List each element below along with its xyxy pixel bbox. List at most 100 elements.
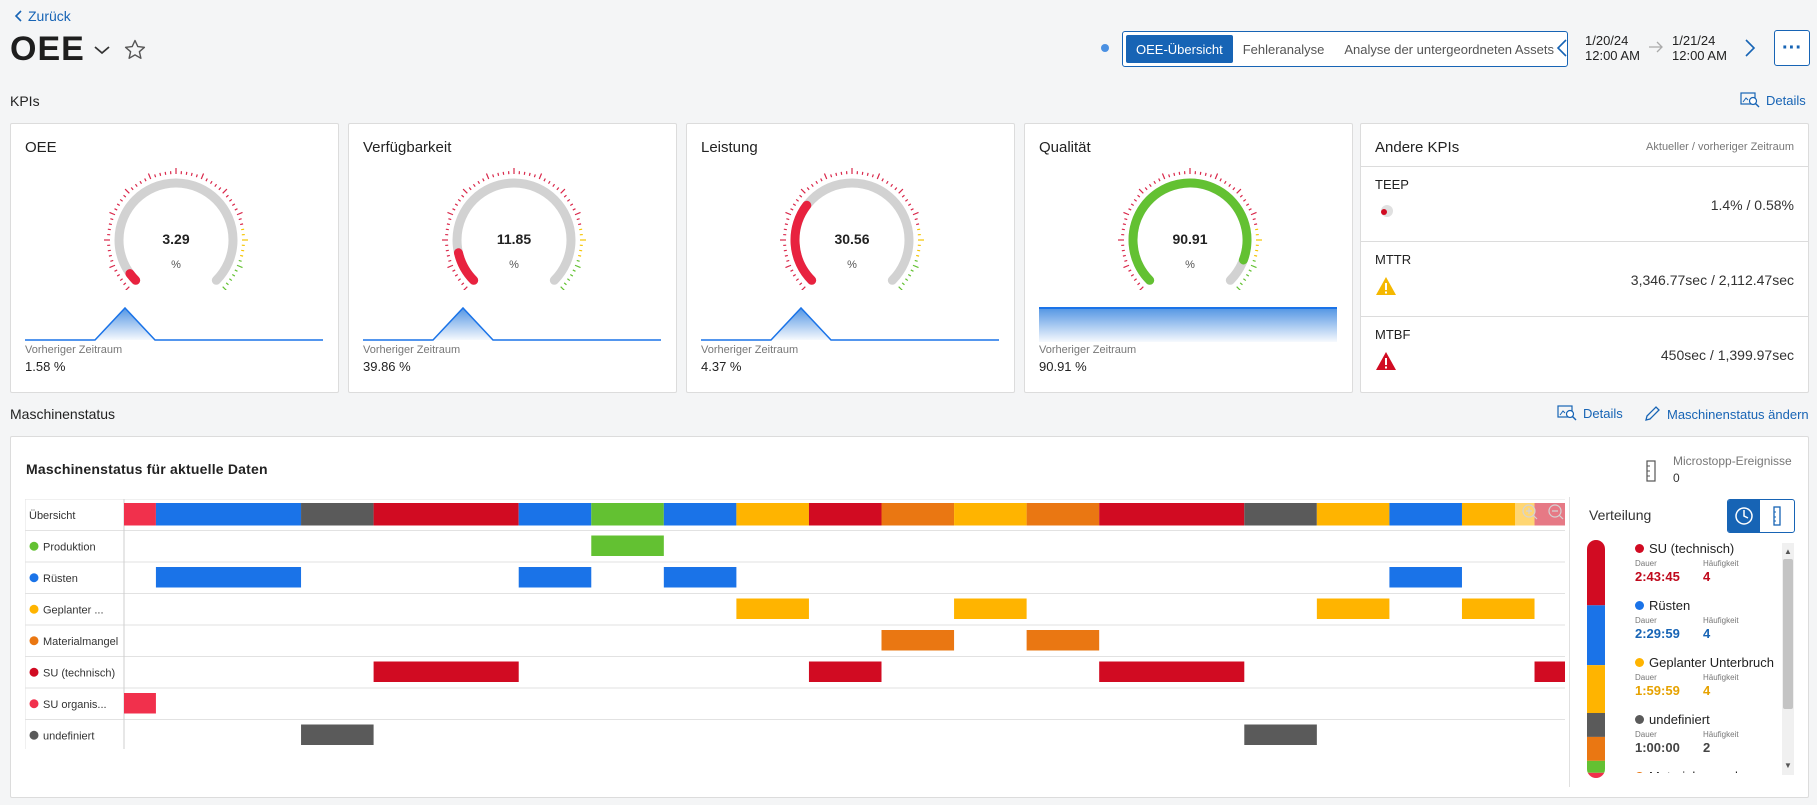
next-period-icon[interactable] [1744, 39, 1756, 57]
date-to[interactable]: 1/21/24 12:00 AM [1672, 33, 1727, 63]
legend-dot [1635, 601, 1644, 610]
kpi-card-leistung[interactable]: Leistung 30.56%0100 Vorheriger Zeitraum … [686, 123, 1015, 393]
kpi-details-label: Details [1766, 92, 1806, 108]
gauge-tick [901, 282, 905, 286]
gauge-tick [209, 180, 213, 185]
distribution-segment [1587, 736, 1605, 761]
distribution-count: 4 [1703, 626, 1711, 641]
gauge-tick [1148, 183, 1152, 187]
prev-period-value: 90.91 % [1039, 359, 1087, 374]
zoom-in-icon [1522, 504, 1538, 520]
gauge-tick [795, 278, 799, 282]
machine-status-details-link[interactable]: Details [1557, 405, 1623, 421]
gauge-tick [905, 278, 909, 282]
gauge-tick [910, 269, 914, 272]
distribution-segment [1587, 712, 1605, 737]
gauge-tick [1161, 173, 1166, 180]
timeline-row-label: Produktion [29, 541, 96, 553]
gauge-tick [1133, 198, 1137, 202]
zoom-out-icon [1548, 504, 1564, 520]
distribution-item-name: Materialmangel [1649, 769, 1738, 773]
chevron-down-icon[interactable] [93, 44, 111, 56]
distribution-item[interactable]: Geplanter Unterbruch Dauer Häufigkeit 1:59… [1635, 655, 1805, 698]
gauge-tick [823, 173, 828, 180]
back-link[interactable]: Zurück [14, 8, 71, 24]
distribution-item-name: Geplanter Unterbruch [1649, 655, 1775, 670]
gauge-tick [785, 211, 792, 216]
kpi-gauge: 30.56% 0 100 [780, 168, 924, 290]
distribution-segment [1587, 605, 1605, 666]
gauge-tick [907, 203, 912, 207]
state-segment [1316, 598, 1390, 619]
gauge-value: 90.91 [1172, 231, 1207, 247]
gauge-tick [477, 180, 481, 185]
gauge-tick [485, 173, 490, 180]
gauge-tick [452, 208, 456, 211]
gauge-tick [898, 188, 904, 194]
date-from[interactable]: 1/20/24 12:00 AM [1585, 33, 1640, 63]
gauge-tick [1245, 273, 1250, 277]
timeline-chart[interactable]: Übersicht Produktion Rüsten Geplanter ... Ma… [25, 499, 1580, 749]
timeline-row-label: Rüsten [29, 573, 78, 585]
overview-segment [373, 503, 519, 526]
distribution-segment [1587, 540, 1605, 606]
gauge-tick [799, 282, 803, 286]
legend-dot [29, 541, 39, 551]
gauge-tick [830, 174, 833, 178]
gauge-tick [835, 172, 838, 176]
tab-fehleranalyse[interactable]: Fehleranalyse [1242, 41, 1325, 57]
kpi-row-teep: TEEP 1.4% / 0.58% [1361, 166, 1808, 241]
distribution-item[interactable]: Rüsten Dauer Häufigkeit 2:29:59 4 [1635, 598, 1805, 641]
state-segment [591, 535, 664, 556]
gauge-tick [1133, 278, 1137, 282]
kpi-card-oee[interactable]: OEE 3.29% 0 100 Vorheriger Zeitraum 1.58 % [10, 123, 339, 393]
gauge-tick [114, 269, 118, 272]
gauge-tick [1239, 194, 1243, 198]
tab-oee-uebersicht[interactable]: OEE-Übersicht [1126, 35, 1233, 63]
gauge-track [452, 178, 576, 285]
gauge-tick [448, 218, 452, 221]
gauge-tick [134, 183, 138, 187]
row-label-text: Übersicht [29, 510, 75, 522]
gauge-tick [109, 211, 116, 216]
trend-area [433, 308, 493, 340]
gauge-tick [574, 264, 581, 269]
kpi-details-link[interactable]: Details [1740, 92, 1806, 108]
kpi-card-verf-gbarkeit[interactable]: Verfügbarkeit 11.85% 0 100 Vorheriger Zeit… [348, 123, 677, 393]
distribution-item[interactable]: SU (technisch) Dauer Häufigkeit 2:43:45 4 [1635, 541, 1805, 584]
gauge-tick [110, 218, 114, 221]
change-machine-status-link[interactable]: Maschinenstatus ändern [1643, 405, 1809, 423]
scrollbar-thumb[interactable] [1783, 559, 1793, 709]
kpi-card-qualit-t[interactable]: Qualität 90.91%0100 Vorheriger Zeitraum … [1024, 123, 1353, 393]
state-segment [124, 693, 156, 714]
distribution-item[interactable]: Materialmangel [1635, 769, 1805, 773]
gauge-tick [446, 223, 450, 226]
gauge-unit: % [847, 259, 857, 271]
gauge-tick [786, 218, 790, 221]
tab-asset-analyse[interactable]: Analyse der untergeordneten Assets [1344, 41, 1554, 57]
prev-period-icon[interactable] [1556, 39, 1568, 57]
scroll-down-icon[interactable]: ▼ [1784, 761, 1792, 770]
pencil-icon [1645, 406, 1660, 421]
star-icon[interactable] [123, 38, 147, 62]
distribution-item[interactable]: undefiniert Dauer Häufigkeit 1:00:00 2 [1635, 712, 1805, 755]
gauge-tick [800, 188, 806, 194]
gauge-value: 30.56 [834, 231, 869, 247]
gauge-tick [1130, 273, 1135, 277]
gauge-tick [560, 286, 565, 290]
scroll-up-icon[interactable]: ▲ [1784, 547, 1792, 556]
gauge-tick [1236, 286, 1241, 290]
more-options-button[interactable]: ··· [1774, 30, 1810, 66]
row-label-text: SU organis... [43, 699, 107, 711]
state-segment [663, 567, 737, 588]
distribution-view-toggle [1727, 499, 1795, 533]
frequency-view-button[interactable] [1760, 500, 1794, 532]
machine-status-card-title: Maschinenstatus für aktuelle Daten [26, 461, 268, 477]
change-machine-status-label: Maschinenstatus ändern [1667, 406, 1809, 422]
distribution-scrollbar[interactable]: ▲ ▼ [1782, 543, 1794, 775]
gauge-max-label: 100 [557, 289, 575, 290]
chart-divider [1569, 497, 1570, 787]
duration-view-button[interactable] [1728, 500, 1760, 532]
trend-area [95, 308, 155, 340]
gauge-tick [222, 188, 228, 194]
